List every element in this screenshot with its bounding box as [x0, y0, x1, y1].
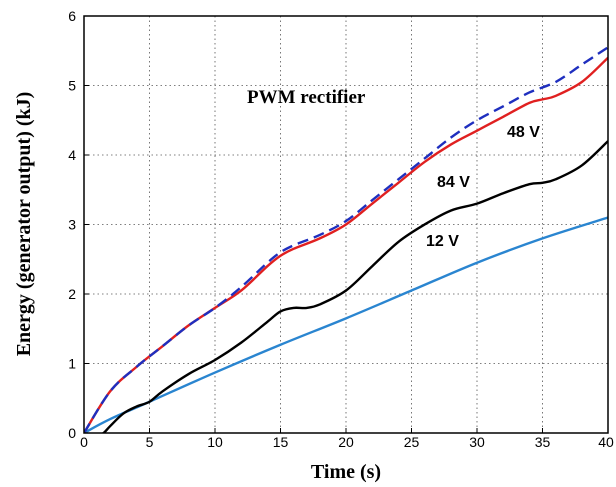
series-label-48v: 48 V [507, 124, 540, 141]
x-tick-label: 30 [469, 434, 485, 450]
series-label-12v: 12 V [426, 233, 459, 250]
y-axis-title: Energy (generator output) (kJ) [13, 92, 35, 357]
x-tick-label: 35 [535, 434, 551, 450]
x-tick-label: 25 [404, 434, 420, 450]
y-tick-label: 2 [68, 286, 76, 302]
series-label-84v: 84 V [437, 174, 470, 191]
x-tick-label: 20 [338, 434, 354, 450]
y-tick-label: 0 [68, 425, 76, 441]
x-tick-label: 10 [207, 434, 223, 450]
series-label-pwm-rectifier: PWM rectifier [247, 87, 366, 108]
x-axis-title: Time (s) [311, 461, 381, 483]
series-line-84-v [101, 140, 608, 433]
y-tick-label: 3 [68, 217, 76, 233]
tick-layer: 0 5 10 15 20 25 30 35 40 0 1 2 3 4 5 6 [68, 8, 614, 450]
y-tick-label: 1 [68, 356, 76, 372]
series-layer [84, 46, 608, 433]
x-tick-label: 0 [80, 434, 88, 450]
x-tick-label: 15 [273, 434, 289, 450]
y-tick-label: 5 [68, 78, 76, 94]
x-tick-label: 40 [598, 434, 614, 450]
x-tick-label: 5 [146, 434, 154, 450]
series-line-pwm-rectifier [84, 46, 608, 433]
y-tick-label: 4 [68, 147, 76, 163]
y-tick-label: 6 [68, 8, 76, 24]
